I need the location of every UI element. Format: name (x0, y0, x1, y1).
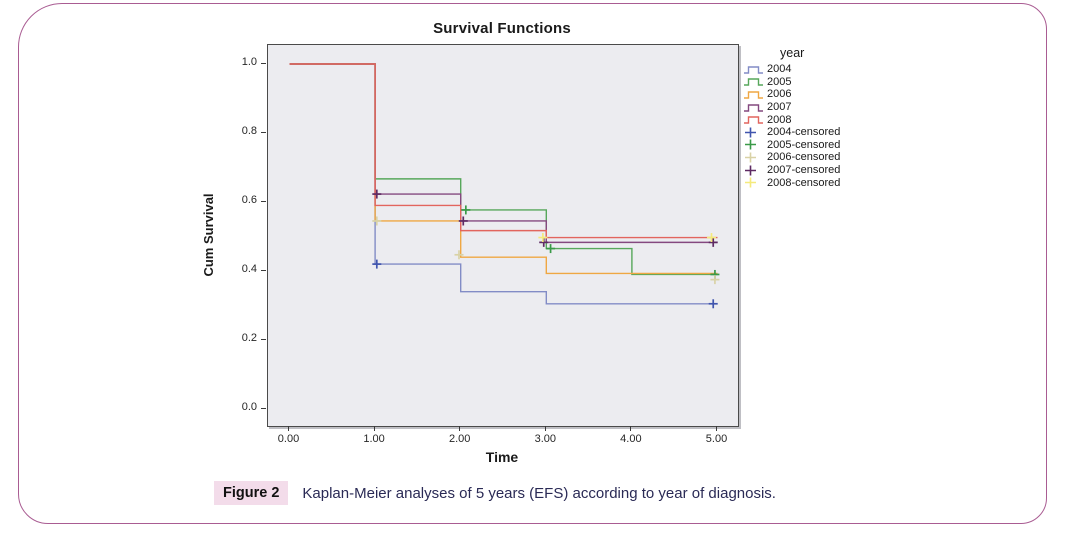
step-line-swatch-icon (744, 114, 767, 125)
y-axis-title: Cum Survival (201, 193, 216, 277)
marker-2006-censored (454, 250, 464, 260)
legend-item-2007: 2007 (744, 101, 874, 114)
x-tick (630, 426, 632, 431)
legend-item-label: 2004-censored (767, 126, 841, 139)
marker-2005-censored (461, 205, 471, 215)
legend-title: year (780, 46, 805, 60)
figure-caption: Figure 2 Kaplan-Meier analyses of 5 year… (214, 481, 776, 505)
marker-2004-censored (708, 299, 718, 309)
step-line-swatch-icon (744, 76, 767, 87)
legend-item-2006: 2006 (744, 88, 874, 101)
step-line-swatch-icon (744, 64, 767, 75)
figure-number-badge: Figure 2 (214, 481, 289, 505)
legend-items: 2004 2005 2006 2007 2008 2004-censored 2005-ce… (744, 63, 874, 189)
marker-2007-censored (539, 237, 549, 247)
y-tick (261, 62, 266, 64)
legend-item-2004: 2004 (744, 63, 874, 76)
x-tick-label: 5.00 (705, 433, 728, 445)
x-tick-label: 1.00 (363, 433, 385, 445)
marker-2006-censored (372, 216, 382, 226)
y-tick-label: 0.0 (241, 401, 257, 413)
y-tick (261, 338, 266, 340)
y-tick (261, 200, 266, 202)
y-tick-label: 0.8 (241, 125, 257, 137)
marker-2006-censored (710, 275, 720, 285)
y-tick (261, 407, 266, 409)
x-tick (288, 426, 289, 431)
x-tick-label: 4.00 (620, 433, 642, 445)
y-tick-label: 0.2 (241, 332, 257, 344)
figure-caption-text: Kaplan-Meier analyses of 5 years (EFS) a… (302, 484, 776, 502)
legend-item-label: 2005-censored (767, 138, 841, 151)
x-tick-label: 3.00 (534, 433, 556, 445)
y-tick (261, 131, 266, 133)
survival-curves-canvas (289, 63, 720, 309)
legend-item-label: 2008-censored (767, 176, 841, 189)
legend-item-2008-censored: 2008-censored (744, 176, 874, 189)
marker-2004-censored (372, 259, 382, 269)
series-2004 (289, 63, 718, 305)
legend-item-label: 2004 (767, 63, 792, 76)
legend-item-2007-censored: 2007-censored (744, 164, 874, 177)
legend-item-2005: 2005 (744, 76, 874, 89)
legend-item-2005-censored: 2005-censored (744, 139, 874, 152)
x-tick (544, 426, 546, 431)
x-tick (716, 426, 717, 431)
marker-2007-censored (372, 189, 382, 199)
y-tick-label: 1.0 (241, 56, 257, 68)
marker-2007-censored (458, 216, 468, 226)
plus-marker-icon (744, 139, 767, 150)
plot-area (267, 44, 739, 427)
x-tick (373, 426, 375, 431)
chart-title: Survival Functions (433, 20, 571, 37)
marker-2007-censored (708, 237, 718, 247)
legend-item-2008: 2008 (744, 113, 874, 126)
y-tick (261, 269, 266, 271)
legend-item-label: 2007-censored (767, 164, 841, 177)
step-line-swatch-icon (744, 89, 767, 100)
plus-marker-icon (744, 152, 767, 163)
legend-item-2004-censored: 2004-censored (744, 126, 874, 139)
plus-marker-icon (744, 127, 767, 138)
legend-item-2006-censored: 2006-censored (744, 151, 874, 164)
series-2007 (289, 63, 718, 244)
x-axis-title: Time (485, 449, 519, 465)
x-tick-label: 0.00 (277, 433, 300, 445)
marker-2005-censored (546, 244, 556, 254)
marker-2008-censored (538, 233, 548, 243)
legend-item-label: 2006-censored (767, 151, 841, 164)
y-tick-label: 0.6 (241, 194, 257, 206)
legend-item-label: 2008 (767, 113, 792, 126)
plus-marker-icon (744, 177, 767, 188)
x-tick-label: 2.00 (448, 433, 471, 445)
marker-2008-censored (707, 233, 717, 243)
legend-item-label: 2007 (767, 101, 792, 114)
plus-marker-icon (744, 165, 767, 176)
legend-item-label: 2006 (767, 88, 792, 101)
y-tick-label: 0.4 (241, 263, 257, 275)
series-2008 (289, 63, 718, 239)
step-line-swatch-icon (744, 102, 767, 113)
legend-item-label: 2005 (767, 75, 792, 88)
legend: year 2004 2005 2006 2007 2008 2004-censored 20… (744, 46, 874, 189)
x-tick (459, 426, 461, 431)
